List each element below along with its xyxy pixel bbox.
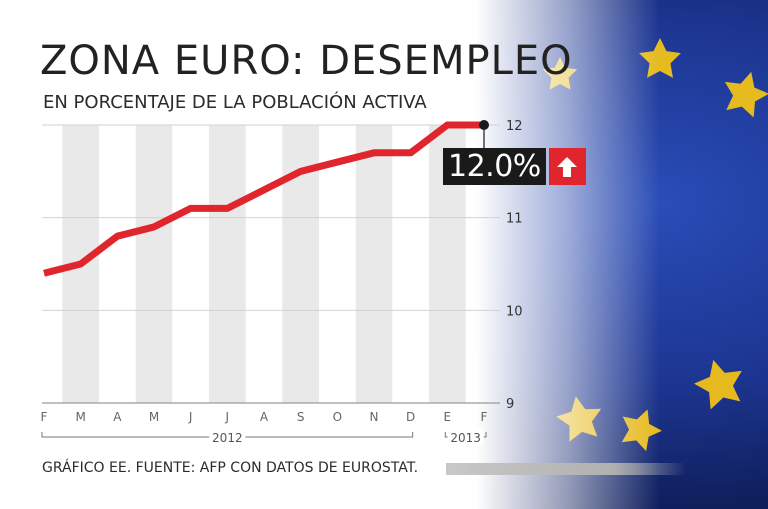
footer-bar (446, 463, 686, 475)
x-tick-label: O (333, 410, 342, 424)
year-label-bg (447, 429, 484, 445)
callout-value: 12.0% (443, 148, 546, 185)
chart-subtitle: EN PORCENTAJE DE LA POBLACIÓN ACTIVA (43, 92, 427, 113)
x-tick-label: S (297, 410, 305, 424)
latest-value-callout: 12.0% (443, 148, 586, 185)
arrow-up-icon (548, 148, 586, 185)
x-tick-label: J (188, 410, 193, 424)
last-point-marker (479, 120, 489, 130)
year-label: 2012 (212, 431, 243, 445)
y-tick-label: 12 (506, 119, 523, 134)
x-tick-label: F (481, 410, 488, 424)
x-tick-label: F (41, 410, 48, 424)
x-tick-label: E (444, 410, 452, 424)
chart-title: ZONA EURO: DESEMPLEO (40, 38, 573, 84)
x-tick-label: A (260, 410, 269, 424)
grid-column (135, 125, 173, 403)
series-line (43, 121, 484, 277)
year-label: 2013 (450, 431, 481, 445)
x-tick-label: D (406, 410, 415, 424)
x-tick-label: N (370, 410, 379, 424)
y-tick-label: 9 (506, 397, 514, 412)
grid-column (355, 125, 393, 403)
y-tick-label: 10 (506, 304, 523, 319)
x-tick-label: M (75, 410, 85, 424)
x-tick-label: M (149, 410, 159, 424)
x-tick-label: J (225, 410, 230, 424)
x-tick-label: A (113, 410, 122, 424)
year-label-bg (209, 429, 246, 445)
y-tick-label: 11 (506, 212, 523, 227)
grid-column (209, 125, 246, 403)
source-note: GRÁFICO EE. FUENTE: AFP CON DATOS DE EUR… (42, 460, 419, 476)
